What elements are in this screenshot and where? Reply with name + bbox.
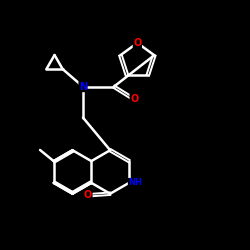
Text: NH: NH [128,178,142,187]
Text: O: O [84,190,92,200]
Text: O: O [133,38,141,48]
Text: N: N [79,82,87,92]
Text: O: O [130,94,138,104]
